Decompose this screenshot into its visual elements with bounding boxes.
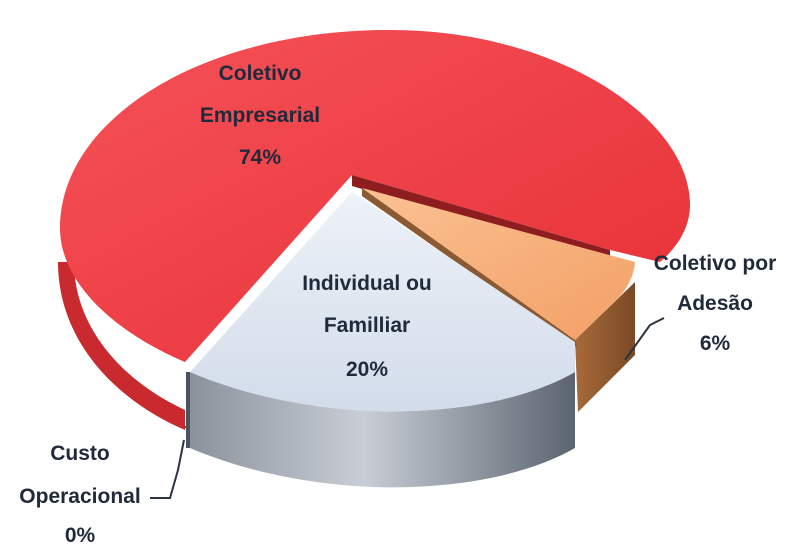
label-line: Operacional <box>19 485 140 508</box>
slice-coletivo-adesao-side <box>575 282 635 412</box>
label-line: Empresarial <box>200 104 320 127</box>
label-line: Familliar <box>324 314 410 337</box>
slice-individual-familiar-top <box>190 192 575 412</box>
data-label-individual-familiar: Individual ou Familliar 20% <box>302 272 432 381</box>
label-line: Adesão <box>677 292 753 315</box>
label-line: Individual ou <box>302 272 432 295</box>
label-percent: 0% <box>65 524 96 547</box>
data-label-coletivo-adesao: Coletivo por Adesão 6% <box>654 252 777 355</box>
label-percent: 74% <box>239 146 281 169</box>
label-percent: 20% <box>346 358 388 381</box>
data-label-custo-operacional: Custo Operacional 0% <box>19 442 140 547</box>
slice-coletivo-empresarial-side-rim <box>58 262 185 430</box>
leader-line-custo <box>150 439 185 499</box>
slice-coletivo-empresarial-top <box>60 30 690 362</box>
slice-individual-familiar <box>186 192 575 488</box>
label-line: Custo <box>50 442 110 465</box>
label-line: Coletivo <box>219 62 302 85</box>
leader-line-adesao <box>624 317 665 361</box>
label-line: Coletivo por <box>654 252 777 275</box>
data-label-coletivo-empresarial: Coletivo Empresarial 74% <box>200 62 320 169</box>
slice-coletivo-adesao-top <box>362 188 635 340</box>
slice-individual-familiar-side <box>190 372 575 488</box>
label-percent: 6% <box>700 332 731 355</box>
